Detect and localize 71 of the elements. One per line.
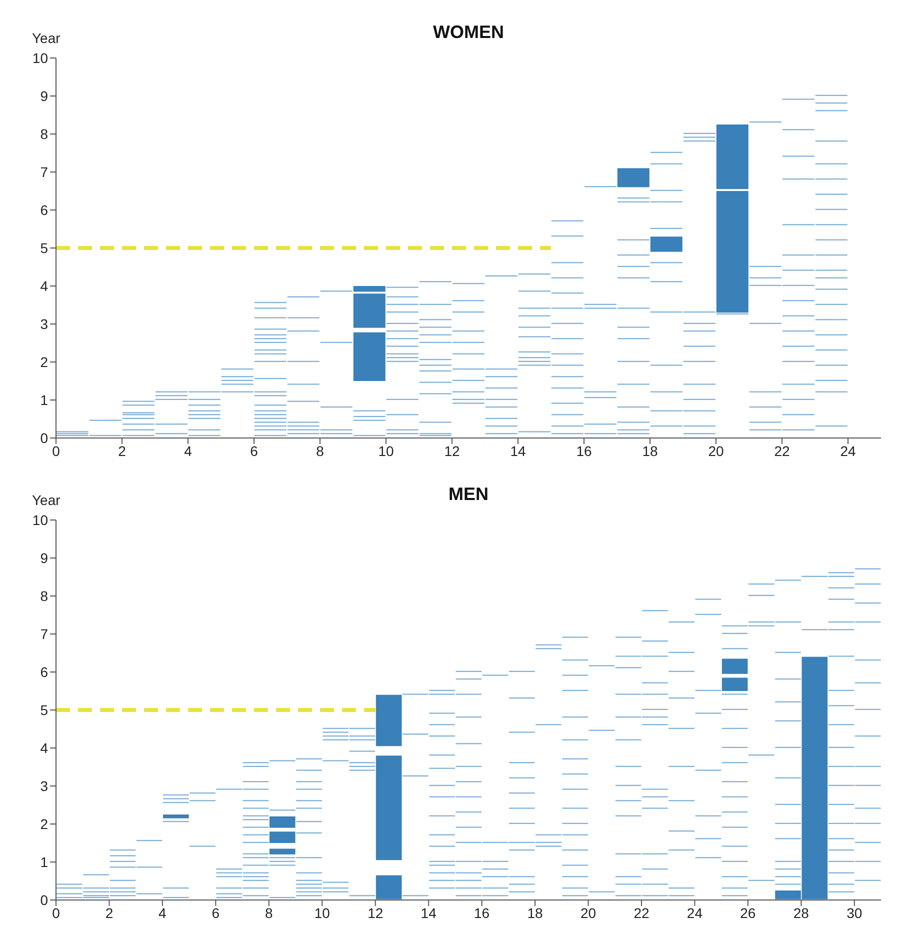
- bar: [650, 236, 682, 252]
- x-tick-label: 4: [158, 904, 167, 921]
- x-tick-label: 14: [420, 904, 437, 921]
- y-tick-label: 7: [40, 626, 48, 642]
- x-tick-label: 8: [316, 442, 324, 459]
- y-tick-label: 1: [40, 854, 48, 870]
- chart-title: MEN: [448, 484, 488, 504]
- x-tick-label: 10: [378, 442, 394, 459]
- x-tick-label: 6: [212, 904, 220, 921]
- x-tick-label: 22: [634, 904, 650, 921]
- y-tick-label: 2: [40, 816, 48, 832]
- bar: [269, 848, 296, 854]
- x-tick-label: 18: [642, 442, 658, 459]
- x-tick-label: 2: [105, 904, 114, 921]
- x-tick-label: 12: [444, 442, 460, 459]
- y-tick-label: 3: [40, 316, 48, 332]
- bar: [269, 816, 296, 828]
- x-tick-label: 16: [576, 442, 592, 459]
- x-tick-label: 26: [740, 904, 756, 921]
- x-tick-label: 30: [846, 904, 862, 921]
- x-tick-label: 8: [265, 904, 274, 921]
- y-tick-label: 9: [40, 550, 48, 566]
- y-tick-label: 5: [40, 702, 48, 718]
- x-tick-label: 12: [368, 904, 384, 921]
- chart-title: WOMEN: [433, 22, 504, 42]
- x-tick-label: 22: [774, 442, 790, 459]
- y-tick-label: 6: [40, 664, 48, 680]
- bar: [376, 694, 402, 746]
- bar: [353, 294, 386, 328]
- y-tick-label: 5: [40, 240, 48, 256]
- y-tick-label: 0: [40, 430, 48, 446]
- x-tick-label: 18: [527, 904, 544, 921]
- x-tick-label: 20: [580, 904, 596, 921]
- bar: [269, 832, 296, 843]
- x-tick-label: 14: [510, 442, 526, 459]
- bar: [353, 332, 386, 381]
- x-tick-label: 10: [314, 904, 330, 921]
- y-tick-label: 8: [40, 588, 48, 604]
- x-tick-label: 24: [686, 904, 703, 921]
- x-tick-label: 6: [250, 442, 258, 459]
- x-tick-label: 20: [708, 442, 724, 459]
- bar: [722, 658, 748, 674]
- bar: [617, 168, 650, 188]
- y-tick-label: 7: [40, 164, 48, 180]
- x-tick-label: 0: [52, 442, 60, 459]
- y-axis-title: Year: [32, 492, 60, 508]
- y-tick-label: 10: [32, 512, 48, 528]
- y-tick-label: 9: [40, 88, 48, 104]
- y-tick-label: 6: [40, 202, 48, 218]
- x-tick-label: 24: [840, 442, 856, 459]
- x-tick-label: 2: [118, 442, 126, 459]
- y-tick-label: 4: [40, 278, 48, 294]
- x-tick-label: 28: [793, 904, 810, 921]
- y-tick-label: 10: [32, 50, 48, 66]
- bar: [722, 678, 748, 691]
- bar: [376, 756, 402, 860]
- bar: [353, 286, 386, 292]
- x-tick-label: 16: [474, 904, 490, 921]
- bar: [716, 191, 748, 313]
- y-tick-label: 1: [40, 392, 48, 408]
- y-tick-label: 4: [40, 740, 48, 756]
- x-tick-label: 4: [184, 442, 192, 459]
- y-tick-label: 0: [40, 892, 48, 908]
- y-tick-label: 8: [40, 126, 48, 142]
- y-axis-title: Year: [32, 30, 60, 46]
- bar: [376, 875, 402, 900]
- bar: [716, 124, 748, 190]
- x-tick-label: 0: [52, 904, 60, 921]
- y-tick-label: 2: [40, 354, 48, 370]
- bar: [163, 814, 189, 818]
- y-tick-label: 3: [40, 778, 48, 794]
